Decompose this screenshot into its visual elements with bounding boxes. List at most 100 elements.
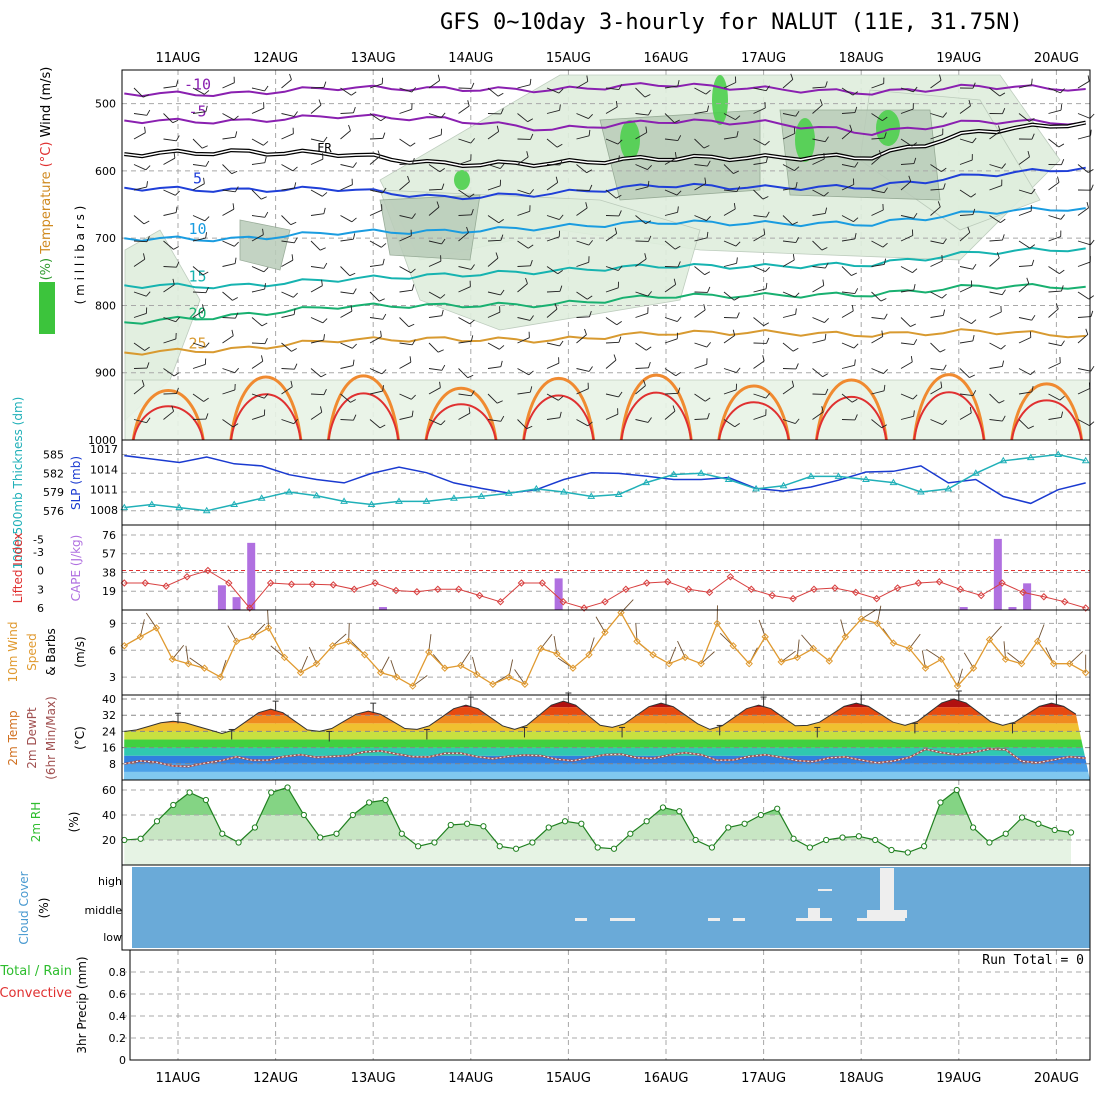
- wind-barb-flag: [557, 269, 563, 275]
- cloud-level-label: middle: [84, 904, 122, 917]
- top-day-label: 14AUG: [448, 51, 493, 66]
- wind-barb: [930, 134, 943, 140]
- wind-barb: [664, 240, 676, 250]
- wind-barb-10m: [380, 656, 390, 673]
- wind-barb-flag: [942, 419, 947, 425]
- wind-barb: [399, 289, 413, 293]
- wind-barb: [812, 86, 826, 89]
- wind-barb-flag: [499, 345, 505, 350]
- wind-barb: [635, 87, 646, 98]
- wind-barb: [487, 366, 501, 369]
- wind-barb-flag: [175, 206, 178, 213]
- rh-marker: [872, 836, 879, 844]
- wind-barb-flag: [588, 366, 593, 372]
- wind-barb: [281, 419, 294, 425]
- thickness-marker: [285, 488, 294, 495]
- wind-barb: [900, 342, 914, 346]
- wind-barb-flag: [1031, 386, 1034, 393]
- wind-barb-flag: [673, 278, 677, 285]
- wind-barb: [782, 313, 796, 318]
- wind-barb-flag: [175, 316, 181, 323]
- surface-heating-contour: [620, 391, 693, 441]
- wind-barb-flag: [497, 400, 503, 404]
- wind-barb: [635, 186, 649, 191]
- wind-barb: [133, 215, 145, 225]
- wind-barb: [192, 309, 205, 318]
- wind-barb-flag: [436, 201, 440, 208]
- wind-barb-flag: [500, 415, 505, 422]
- wind-barb-flag: [851, 398, 858, 403]
- surface-heating-contour: [229, 375, 303, 441]
- wind-barb-flag: [647, 164, 652, 170]
- thickness-marker: [504, 489, 513, 496]
- wind-barb-flag: [971, 319, 977, 324]
- wind-barb-flag: [232, 203, 235, 210]
- wind-barb-flag: [141, 379, 145, 386]
- wind-barb-flag: [648, 361, 651, 368]
- wind-barb-flag: [526, 425, 533, 430]
- wind-barb-flag: [323, 262, 328, 269]
- li-marker: [852, 588, 860, 597]
- wind-barb-flag: [205, 105, 208, 112]
- wind-barb-flag: [530, 259, 533, 266]
- wind-barb-flag: [411, 410, 414, 417]
- wind-barb-flag: [293, 182, 297, 189]
- wind-barb-flag: [1090, 129, 1092, 136]
- wind-barb-flag: [143, 253, 146, 260]
- wind-speed-marker: [521, 680, 529, 688]
- wind-barb: [310, 213, 324, 216]
- wind-barb-flag: [382, 313, 387, 320]
- isotherm-line: [124, 246, 1086, 290]
- wind-speed-marker: [248, 633, 257, 641]
- wind-barb: [664, 85, 678, 89]
- wind-barb-flag: [382, 385, 384, 392]
- wind-barb: [1018, 391, 1032, 395]
- wind-barb: [251, 317, 263, 327]
- wind-barb: [369, 113, 382, 122]
- wind-barb: [782, 386, 794, 395]
- wind-barb: [871, 137, 885, 140]
- wind-barb-flag: [972, 263, 977, 270]
- wind-barb-flag: [823, 191, 829, 197]
- thickness-marker: [1054, 450, 1063, 457]
- wind-barb-flag: [1060, 104, 1063, 111]
- li-tick-label: 3: [37, 583, 44, 596]
- wind-barb: [782, 133, 795, 140]
- wind-barb-flag: [913, 157, 917, 164]
- wind-barb-flag: [883, 368, 888, 374]
- wind-barb: [900, 317, 911, 327]
- rh-marker: [415, 843, 422, 850]
- wind-barb-flag: [412, 157, 415, 164]
- wind-barb-flag: [382, 258, 385, 265]
- wind-barb: [517, 156, 529, 165]
- wind-barb-flag: [379, 298, 385, 302]
- wind-barb: [428, 387, 441, 395]
- wind-barb-flag: [1059, 395, 1065, 401]
- wind-barb: [989, 164, 1003, 169]
- thickness-marker: [779, 481, 788, 489]
- wind-barb: [605, 393, 619, 398]
- surface-heating-contour: [912, 373, 986, 441]
- cloud-unit: (%): [37, 898, 51, 919]
- wind-barb: [222, 189, 236, 193]
- wind-barb-10m: [332, 633, 347, 647]
- cloud-cell: [708, 918, 720, 921]
- wind-barb: [694, 111, 708, 114]
- wind-barb: [487, 393, 498, 404]
- wind-barb-flag: [440, 294, 446, 299]
- wind-barb: [192, 164, 206, 167]
- wind-barb: [251, 288, 265, 293]
- wind-barb: [723, 208, 736, 216]
- li-marker: [434, 585, 442, 593]
- wind-barb-flag: [235, 312, 239, 319]
- y-axis-label-part: 1000-500mb Thickness (dm): [11, 397, 25, 570]
- temp-tick-label: 16: [102, 742, 116, 755]
- wind-barb-flag: [377, 150, 381, 157]
- thickness-marker: [971, 469, 980, 476]
- wind-barb: [251, 138, 264, 146]
- wind-barb: [192, 183, 205, 191]
- wind-barb-10m: [1069, 651, 1084, 665]
- wind-barb: [458, 340, 472, 344]
- wind-barb-10m: [252, 623, 266, 638]
- wind-barb-flag: [1031, 188, 1036, 195]
